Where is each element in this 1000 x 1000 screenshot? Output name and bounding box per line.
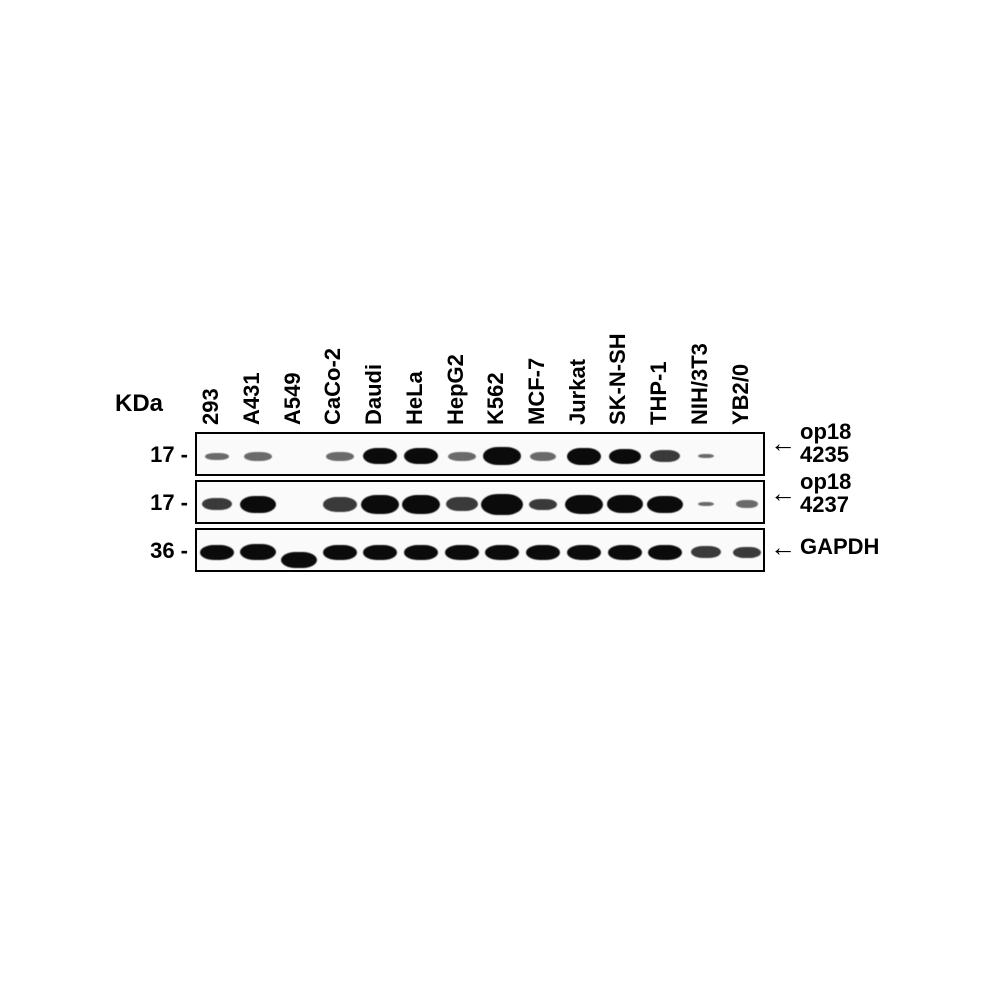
lane-label: A431 xyxy=(239,372,265,425)
lane-label: MCF-7 xyxy=(524,358,550,425)
band xyxy=(607,495,643,513)
band xyxy=(691,546,721,558)
arrow-icon: ← xyxy=(770,480,796,506)
row-label-text: op184237 xyxy=(800,470,851,516)
lane-label: THP-1 xyxy=(646,361,672,425)
lane-label: YB2/0 xyxy=(728,364,754,425)
band xyxy=(244,452,272,461)
band xyxy=(361,495,399,514)
band xyxy=(326,452,354,461)
row-label-gapdh: ←GAPDH xyxy=(770,534,879,560)
band xyxy=(404,545,438,560)
lane-labels-container: 293 A431 A549 CaCo-2 Daudi HeLa HepG2 K562 MCF-7… xyxy=(195,295,765,425)
band xyxy=(205,453,229,460)
band xyxy=(698,502,714,506)
mw-unit-label: KDa xyxy=(115,390,163,418)
mw-marker: 36 - xyxy=(138,538,188,564)
blot-row-op18_4235 xyxy=(195,432,765,476)
band xyxy=(404,448,438,464)
lane-label: Daudi xyxy=(361,364,387,425)
band xyxy=(485,545,519,560)
arrow-icon: ← xyxy=(770,430,796,456)
band xyxy=(733,547,761,558)
arrow-icon: ← xyxy=(770,534,796,560)
band xyxy=(567,448,601,465)
lane-label: HepG2 xyxy=(443,354,469,425)
band xyxy=(648,545,682,560)
band xyxy=(526,545,560,560)
lane-label: K562 xyxy=(483,372,509,425)
lane-label: HeLa xyxy=(402,371,428,425)
band xyxy=(240,544,276,560)
mw-marker: 17 - xyxy=(138,490,188,516)
band xyxy=(609,449,641,464)
lane-label: A549 xyxy=(280,372,306,425)
lane-label: NIH/3T3 xyxy=(687,343,713,425)
band xyxy=(698,454,714,458)
band xyxy=(647,496,683,513)
band xyxy=(281,552,317,568)
lane-label: 293 xyxy=(198,388,224,425)
band xyxy=(529,499,557,510)
band xyxy=(202,498,232,510)
mw-marker: 17 - xyxy=(138,442,188,468)
band xyxy=(530,452,556,461)
band xyxy=(323,497,357,512)
band xyxy=(483,447,521,465)
row-label-text: op184235 xyxy=(800,420,851,466)
band xyxy=(363,448,397,464)
band xyxy=(446,497,478,511)
band xyxy=(240,496,276,513)
band xyxy=(363,545,397,560)
band xyxy=(402,495,440,514)
band xyxy=(445,545,479,560)
blot-row-op18_4237 xyxy=(195,480,765,524)
band xyxy=(481,494,523,515)
row-label-text: GAPDH xyxy=(800,535,879,558)
lane-label: Jurkat xyxy=(565,359,591,425)
lane-label: SK-N-SH xyxy=(605,333,631,425)
row-label-op18_4237: ←op184237 xyxy=(770,470,851,516)
band xyxy=(323,545,357,560)
band xyxy=(200,545,234,560)
band xyxy=(608,545,642,560)
band xyxy=(650,450,680,462)
row-label-op18_4235: ←op184235 xyxy=(770,420,851,466)
band xyxy=(567,545,601,560)
blot-row-gapdh xyxy=(195,528,765,572)
lane-label: CaCo-2 xyxy=(320,348,346,425)
band xyxy=(736,500,758,508)
band xyxy=(565,495,603,514)
band xyxy=(448,452,476,461)
